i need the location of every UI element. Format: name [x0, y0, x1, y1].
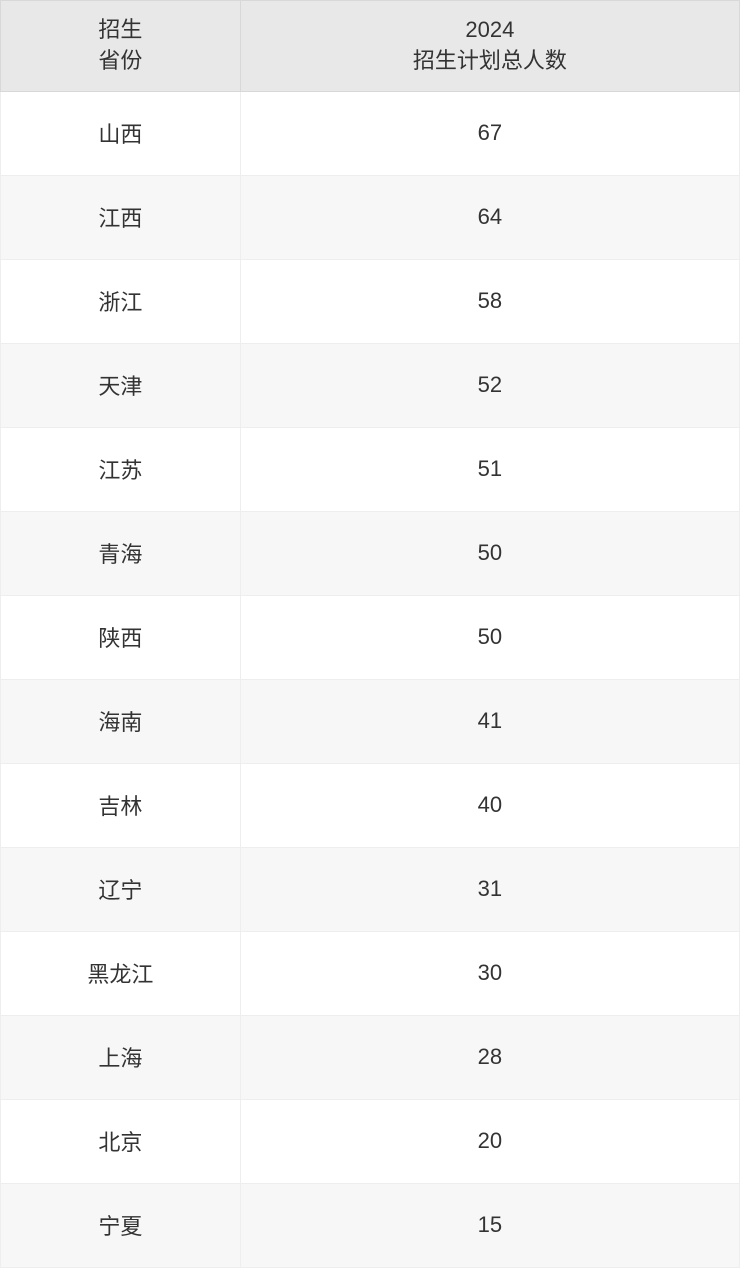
- cell-total: 64: [240, 175, 739, 259]
- table-row: 浙江 58: [1, 259, 740, 343]
- column-header-province: 招生 省份: [1, 1, 241, 92]
- cell-total: 58: [240, 259, 739, 343]
- table-row: 上海 28: [1, 1015, 740, 1099]
- column-header-total: 2024 招生计划总人数: [240, 1, 739, 92]
- cell-province: 吉林: [1, 763, 241, 847]
- cell-total: 50: [240, 595, 739, 679]
- cell-total: 28: [240, 1015, 739, 1099]
- cell-province: 北京: [1, 1099, 241, 1183]
- table-row: 宁夏 15: [1, 1183, 740, 1267]
- cell-province: 宁夏: [1, 1183, 241, 1267]
- cell-province: 辽宁: [1, 847, 241, 931]
- cell-province: 黑龙江: [1, 931, 241, 1015]
- enrollment-table: 招生 省份 2024 招生计划总人数 山西 67 江西 64 浙江 58 天津 …: [0, 0, 740, 1268]
- table-row: 山西 67: [1, 91, 740, 175]
- cell-province: 天津: [1, 343, 241, 427]
- table-row: 辽宁 31: [1, 847, 740, 931]
- table-row: 黑龙江 30: [1, 931, 740, 1015]
- cell-province: 浙江: [1, 259, 241, 343]
- cell-province: 陕西: [1, 595, 241, 679]
- table-row: 青海 50: [1, 511, 740, 595]
- table-header-row: 招生 省份 2024 招生计划总人数: [1, 1, 740, 92]
- table-row: 江苏 51: [1, 427, 740, 511]
- header-province-line1: 招生: [98, 17, 142, 42]
- table-row: 吉林 40: [1, 763, 740, 847]
- table-row: 海南 41: [1, 679, 740, 763]
- cell-total: 40: [240, 763, 739, 847]
- table-body: 山西 67 江西 64 浙江 58 天津 52 江苏 51 青海 50 陕西 5…: [1, 91, 740, 1267]
- cell-province: 海南: [1, 679, 241, 763]
- header-province-line2: 省份: [98, 48, 142, 73]
- cell-province: 青海: [1, 511, 241, 595]
- header-total-line1: 2024: [465, 17, 514, 42]
- header-total-line2: 招生计划总人数: [413, 48, 567, 73]
- cell-total: 67: [240, 91, 739, 175]
- table-row: 江西 64: [1, 175, 740, 259]
- table-row: 北京 20: [1, 1099, 740, 1183]
- cell-total: 50: [240, 511, 739, 595]
- table-row: 天津 52: [1, 343, 740, 427]
- cell-total: 51: [240, 427, 739, 511]
- cell-total: 41: [240, 679, 739, 763]
- cell-province: 江西: [1, 175, 241, 259]
- table-row: 陕西 50: [1, 595, 740, 679]
- cell-province: 江苏: [1, 427, 241, 511]
- cell-total: 20: [240, 1099, 739, 1183]
- cell-province: 上海: [1, 1015, 241, 1099]
- cell-total: 15: [240, 1183, 739, 1267]
- cell-total: 52: [240, 343, 739, 427]
- cell-total: 31: [240, 847, 739, 931]
- cell-province: 山西: [1, 91, 241, 175]
- cell-total: 30: [240, 931, 739, 1015]
